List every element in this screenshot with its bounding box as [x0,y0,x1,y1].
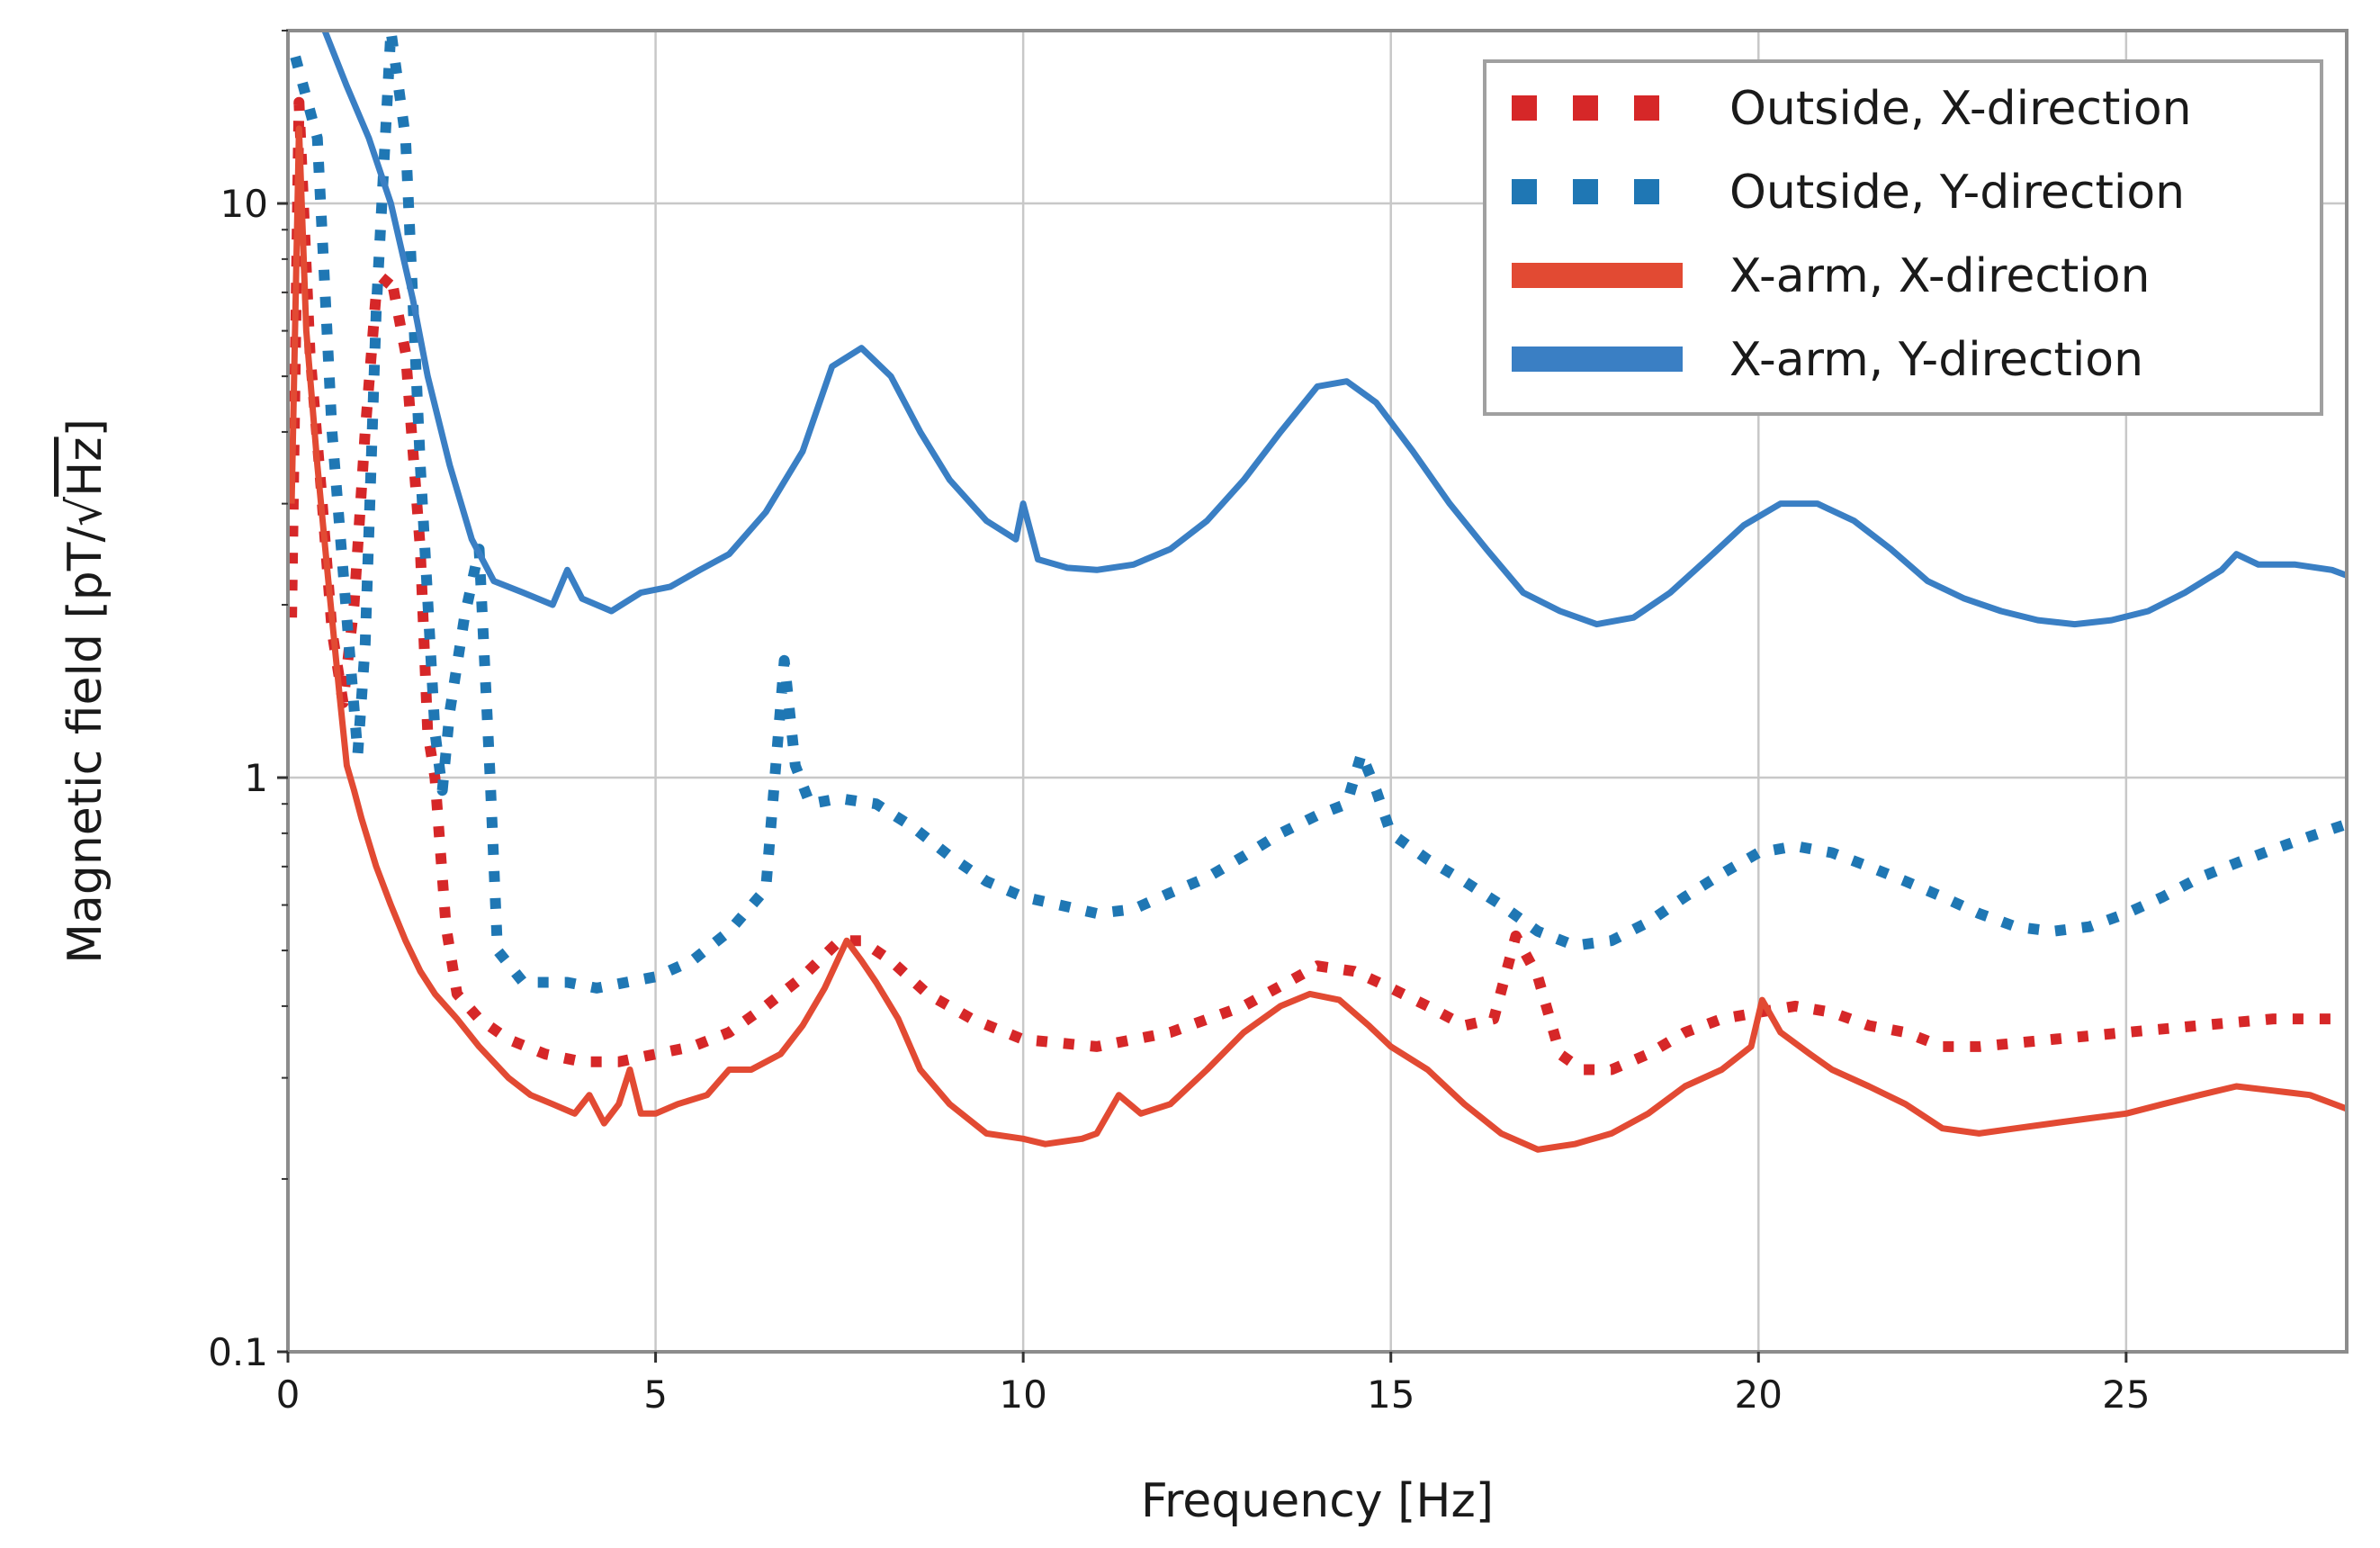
x-tick-label: 15 [1367,1372,1415,1417]
x-tick-label: 5 [643,1372,668,1417]
y-tick-label: 10 [220,182,268,226]
legend-label: Outside, X-direction [1729,82,2192,136]
y-axis-label-radicand: Hz [58,436,112,496]
x-axis-label: Frequency [Hz] [1141,1474,1494,1528]
series-line-2 [290,31,2347,994]
legend-label: X-arm, Y-direction [1729,333,2143,387]
legend: Outside, X-direction Outside, Y-direction… [1483,59,2323,416]
svg-text:Magnetic field [pT/√Hz]: Magnetic field [pT/√Hz] [58,418,112,964]
series-line-4 [321,31,2347,628]
plot-frame [286,29,2349,1354]
y-axis-label-suffix: ] [58,418,112,436]
y-tick-label: 0.1 [208,1330,268,1374]
series-group [288,31,2347,1153]
legend-label: Outside, Y-direction [1729,166,2185,220]
y-axis-label-prefix: Magnetic field [pT/ [58,526,112,963]
ticks: 0 5 10 15 20 25 0.1 1 10 [208,30,2151,1417]
y-tick-label: 1 [244,756,268,800]
legend-label: X-arm, X-direction [1729,249,2151,303]
x-tick-label: 25 [2102,1372,2150,1417]
y-axis-label-sqrt: √ [58,496,112,526]
series-line-1 [288,96,2347,1076]
x-tick-label: 20 [1735,1372,1783,1417]
x-tick-label: 10 [999,1372,1046,1417]
series-line-3 [288,125,2347,1153]
y-axis-label: Magnetic field [pT/√Hz] [58,418,112,964]
x-tick-label: 0 [276,1372,301,1417]
